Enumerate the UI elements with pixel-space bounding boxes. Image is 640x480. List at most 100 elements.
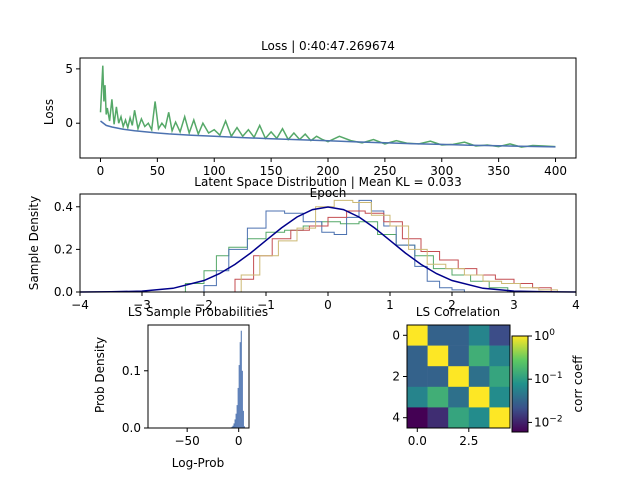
corr-x-tick-label-0: 0.0: [408, 434, 427, 448]
loss-x-tick-label-6: 300: [430, 164, 453, 178]
loss-x-ticks: 0 50 100 150 200 250 300 350 400: [97, 158, 567, 178]
colorbar-tick-label-2: 10−2: [534, 414, 563, 429]
loss-series-0: [100, 120, 556, 148]
corr-cell-1-2: [448, 345, 470, 367]
probs-y-ticks: 0.0 0.1: [122, 364, 148, 435]
loss-xlabel: Epoch: [310, 186, 347, 200]
corr-chart: LS Correlation 0.0 2.5 0 2 4 100 10−1 10−2 co…: [392, 305, 585, 448]
probs-title: LS Sample Probabilities: [128, 305, 268, 319]
corr-cell-4-4: [489, 407, 511, 429]
probs-bar-4: [234, 419, 236, 428]
loss-x-tick-label-1: 50: [150, 164, 165, 178]
latent-x-tick-label-5: 1: [386, 298, 394, 312]
corr-title: LS Correlation: [416, 305, 500, 319]
corr-x-tick-label-1: 2.5: [459, 434, 478, 448]
corr-cell-4-0: [407, 407, 428, 429]
probs-bar-13: [243, 426, 245, 428]
latent-x-ticks: −4 −3 −2 −1 0 1 2 3 4: [71, 292, 580, 312]
corr-cell-2-2: [448, 366, 470, 388]
probs-bar-11: [241, 370, 243, 428]
probs-bar-7: [237, 387, 239, 428]
corr-cell-1-1: [427, 345, 449, 367]
latent-y-ticks: 0.0 0.2 0.4: [54, 200, 80, 299]
latent-x-tick-label-2: −2: [195, 298, 213, 312]
latent-y-tick-label-1: 0.2: [54, 242, 73, 256]
corr-x-ticks: 0.0 2.5: [408, 428, 478, 448]
corr-heatmap: [407, 325, 511, 429]
corr-cell-3-4: [489, 386, 511, 408]
probs-bar-5: [235, 413, 237, 428]
probs-axes-frame: [147, 324, 250, 429]
latent-x-tick-label-8: 4: [572, 298, 580, 312]
loss-y-tick-label-1: 5: [65, 62, 73, 76]
probs-bar-8: [238, 365, 240, 428]
latent-hist-1: [191, 199, 483, 293]
loss-chart: Loss | 0:40:47.269674 Loss 0 50 100 150 200 2…: [42, 39, 577, 200]
corr-cell-3-0: [407, 386, 428, 408]
latent-hist-3: [222, 199, 558, 293]
corr-cell-3-2: [448, 386, 470, 408]
loss-x-tick-label-3: 150: [260, 164, 283, 178]
corr-cell-0-4: [489, 325, 511, 346]
probs-x-tick-label-0: −50: [174, 434, 199, 448]
probs-bar-2: [232, 425, 234, 428]
probs-bar-6: [236, 405, 238, 428]
corr-cell-3-3: [468, 386, 490, 408]
latent-normal-curve: [79, 206, 577, 293]
corr-cell-4-3: [468, 407, 490, 429]
loss-plot-area: [99, 65, 556, 148]
loss-x-tick-label-8: 400: [544, 164, 567, 178]
probs-y-tick-label-1: 0.1: [122, 364, 141, 378]
colorbar-tick-label-1: 10−1: [534, 371, 563, 386]
probs-ylabel: Prob Density: [93, 337, 107, 413]
loss-x-tick-label-2: 100: [203, 164, 226, 178]
probs-x-ticks: −50 0: [174, 428, 243, 448]
corr-cell-0-0: [407, 325, 428, 346]
loss-x-tick-label-5: 250: [373, 164, 396, 178]
corr-cell-4-2: [448, 407, 470, 429]
colorbar-ticks: 100 10−1 10−2: [528, 328, 563, 429]
probs-bar-3: [233, 423, 235, 428]
loss-x-tick-label-7: 350: [487, 164, 510, 178]
latent-hist-2: [216, 210, 552, 293]
corr-cell-1-3: [468, 345, 490, 367]
loss-x-tick-label-4: 200: [317, 164, 340, 178]
corr-cell-3-1: [427, 386, 449, 408]
colorbar-label: corr coeff: [571, 355, 585, 413]
corr-y-tick-label-0: 0: [392, 328, 400, 342]
latent-title: Latent Space Distribution | Mean KL = 0.…: [194, 175, 461, 189]
latent-x-tick-label-3: −1: [257, 298, 275, 312]
corr-cell-0-3: [468, 325, 490, 346]
loss-y-ticks: 05: [65, 62, 80, 130]
corr-cell-0-1: [427, 325, 449, 346]
latent-x-tick-label-7: 3: [510, 298, 518, 312]
latent-hist-0: [166, 221, 509, 293]
corr-cell-2-4: [489, 366, 511, 388]
latent-y-tick-label-2: 0.4: [54, 200, 73, 214]
corr-y-ticks: 0 2 4: [392, 328, 407, 425]
latent-x-tick-label-0: −4: [71, 298, 89, 312]
corr-cell-4-1: [427, 407, 449, 429]
corr-y-tick-label-1: 2: [392, 370, 400, 384]
probs-y-tick-label-0: 0.0: [122, 421, 141, 435]
probs-xlabel: Log-Prob: [172, 456, 224, 470]
latent-x-tick-label-1: −3: [133, 298, 151, 312]
latent-ylabel: Sample Density: [27, 196, 41, 290]
loss-ylabel: Loss: [42, 99, 56, 125]
loss-y-tick-label-0: 0: [65, 116, 73, 130]
latent-plot-area: [79, 199, 577, 293]
probs-bar-10: [240, 330, 242, 428]
corr-cell-2-0: [407, 366, 428, 388]
probs-chart: LS Sample Probabilities Prob Density −50…: [93, 305, 268, 470]
loss-series-1: [99, 65, 556, 148]
probs-bar-12: [242, 410, 244, 428]
latent-x-tick-label-6: 2: [448, 298, 456, 312]
corr-cell-2-1: [427, 366, 449, 388]
colorbar-tick-label-0: 100: [534, 328, 555, 343]
latent-x-tick-label-4: 0: [324, 298, 332, 312]
probs-bar-9: [239, 342, 241, 428]
probs-plot-area: [230, 330, 245, 428]
loss-x-tick-label-0: 0: [97, 164, 105, 178]
colorbar: [511, 335, 529, 433]
